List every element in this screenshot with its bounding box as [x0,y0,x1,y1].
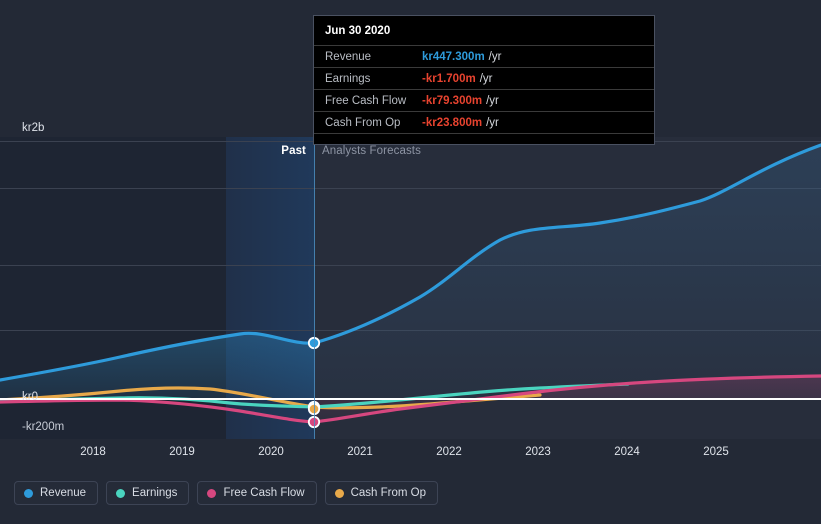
x-axis-tick: 2018 [80,446,106,458]
legend-dot-icon [116,488,126,498]
tooltip-row-value: -kr79.300m [422,94,483,107]
tooltip-title: Jun 30 2020 [325,25,391,37]
series-plot [0,143,821,429]
x-axis-tick: 2024 [614,446,640,458]
tooltip-row-value: kr447.300m [422,50,485,63]
legend-label: Revenue [40,487,87,499]
past-forecast-divider [314,137,315,439]
tooltip-row-unit: /yr [488,50,502,63]
revenue-line [0,143,821,382]
tooltip-row-unit: /yr [486,94,499,107]
past-band-label: Past [281,145,306,157]
legend-label: Earnings [132,487,178,499]
y-axis-label-top: kr2b [22,122,45,134]
tooltip-row-unit: /yr [479,72,493,85]
legend-label: Cash From Op [350,487,427,499]
legend-item-revenue[interactable]: Revenue [14,481,99,505]
gridline [0,188,821,189]
tooltip-row-revenue: Revenue kr447.300m /yr [314,45,654,67]
y-axis-label-bottom: -kr200m [22,421,65,433]
x-axis-tick: 2020 [258,446,284,458]
revenue-area-forecast [314,145,821,398]
x-axis: 2018 2019 2020 2021 2022 2023 2024 2025 [0,446,821,466]
tooltip-row-value: -kr23.800m [422,116,483,129]
cash-from-op-marker [307,402,321,416]
chart-tooltip: Jun 30 2020 Revenue kr447.300m /yr Earni… [313,15,655,145]
tooltip-row-label: Revenue [325,50,372,63]
legend-dot-icon [207,488,217,498]
x-axis-tick: 2023 [525,446,551,458]
revenue-marker [307,336,321,350]
y-axis-label-zero: kr0 [22,391,38,403]
tooltip-row-label: Free Cash Flow [325,94,407,107]
fcf-area-forecast [314,376,821,422]
tooltip-row-label: Cash From Op [325,116,401,129]
x-axis-tick: 2022 [436,446,462,458]
x-axis-tick: 2021 [347,446,373,458]
tooltip-bottom-rule [314,133,654,144]
forecast-band-label: Analysts Forecasts [322,145,421,157]
tooltip-row-cash-from-op: Cash From Op -kr23.800m /yr [314,111,654,133]
legend-item-cash-from-op[interactable]: Cash From Op [324,481,439,505]
x-axis-tick: 2025 [703,446,729,458]
tooltip-row-value: -kr1.700m [422,72,476,85]
legend-dot-icon [24,488,33,498]
gridline [0,265,821,266]
legend-dot-icon [334,488,344,498]
free-cash-flow-line [0,374,821,424]
zero-baseline [0,398,821,400]
plot-area: Past Analysts Forecasts [0,137,821,439]
revenue-area-past [0,333,314,398]
free-cash-flow-marker [307,415,321,429]
legend-label: Free Cash Flow [223,487,305,499]
legend-item-free-cash-flow[interactable]: Free Cash Flow [197,481,317,505]
tooltip-row-earnings: Earnings -kr1.700m /yr [314,67,654,89]
tooltip-row-label: Earnings [325,72,371,85]
tooltip-row-unit: /yr [486,116,499,129]
tooltip-row-free-cash-flow: Free Cash Flow -kr79.300m /yr [314,89,654,111]
x-axis-tick: 2019 [169,446,195,458]
legend-item-earnings[interactable]: Earnings [106,481,190,505]
chart-legend: Revenue Earnings Free Cash Flow Cash Fro… [14,481,439,505]
